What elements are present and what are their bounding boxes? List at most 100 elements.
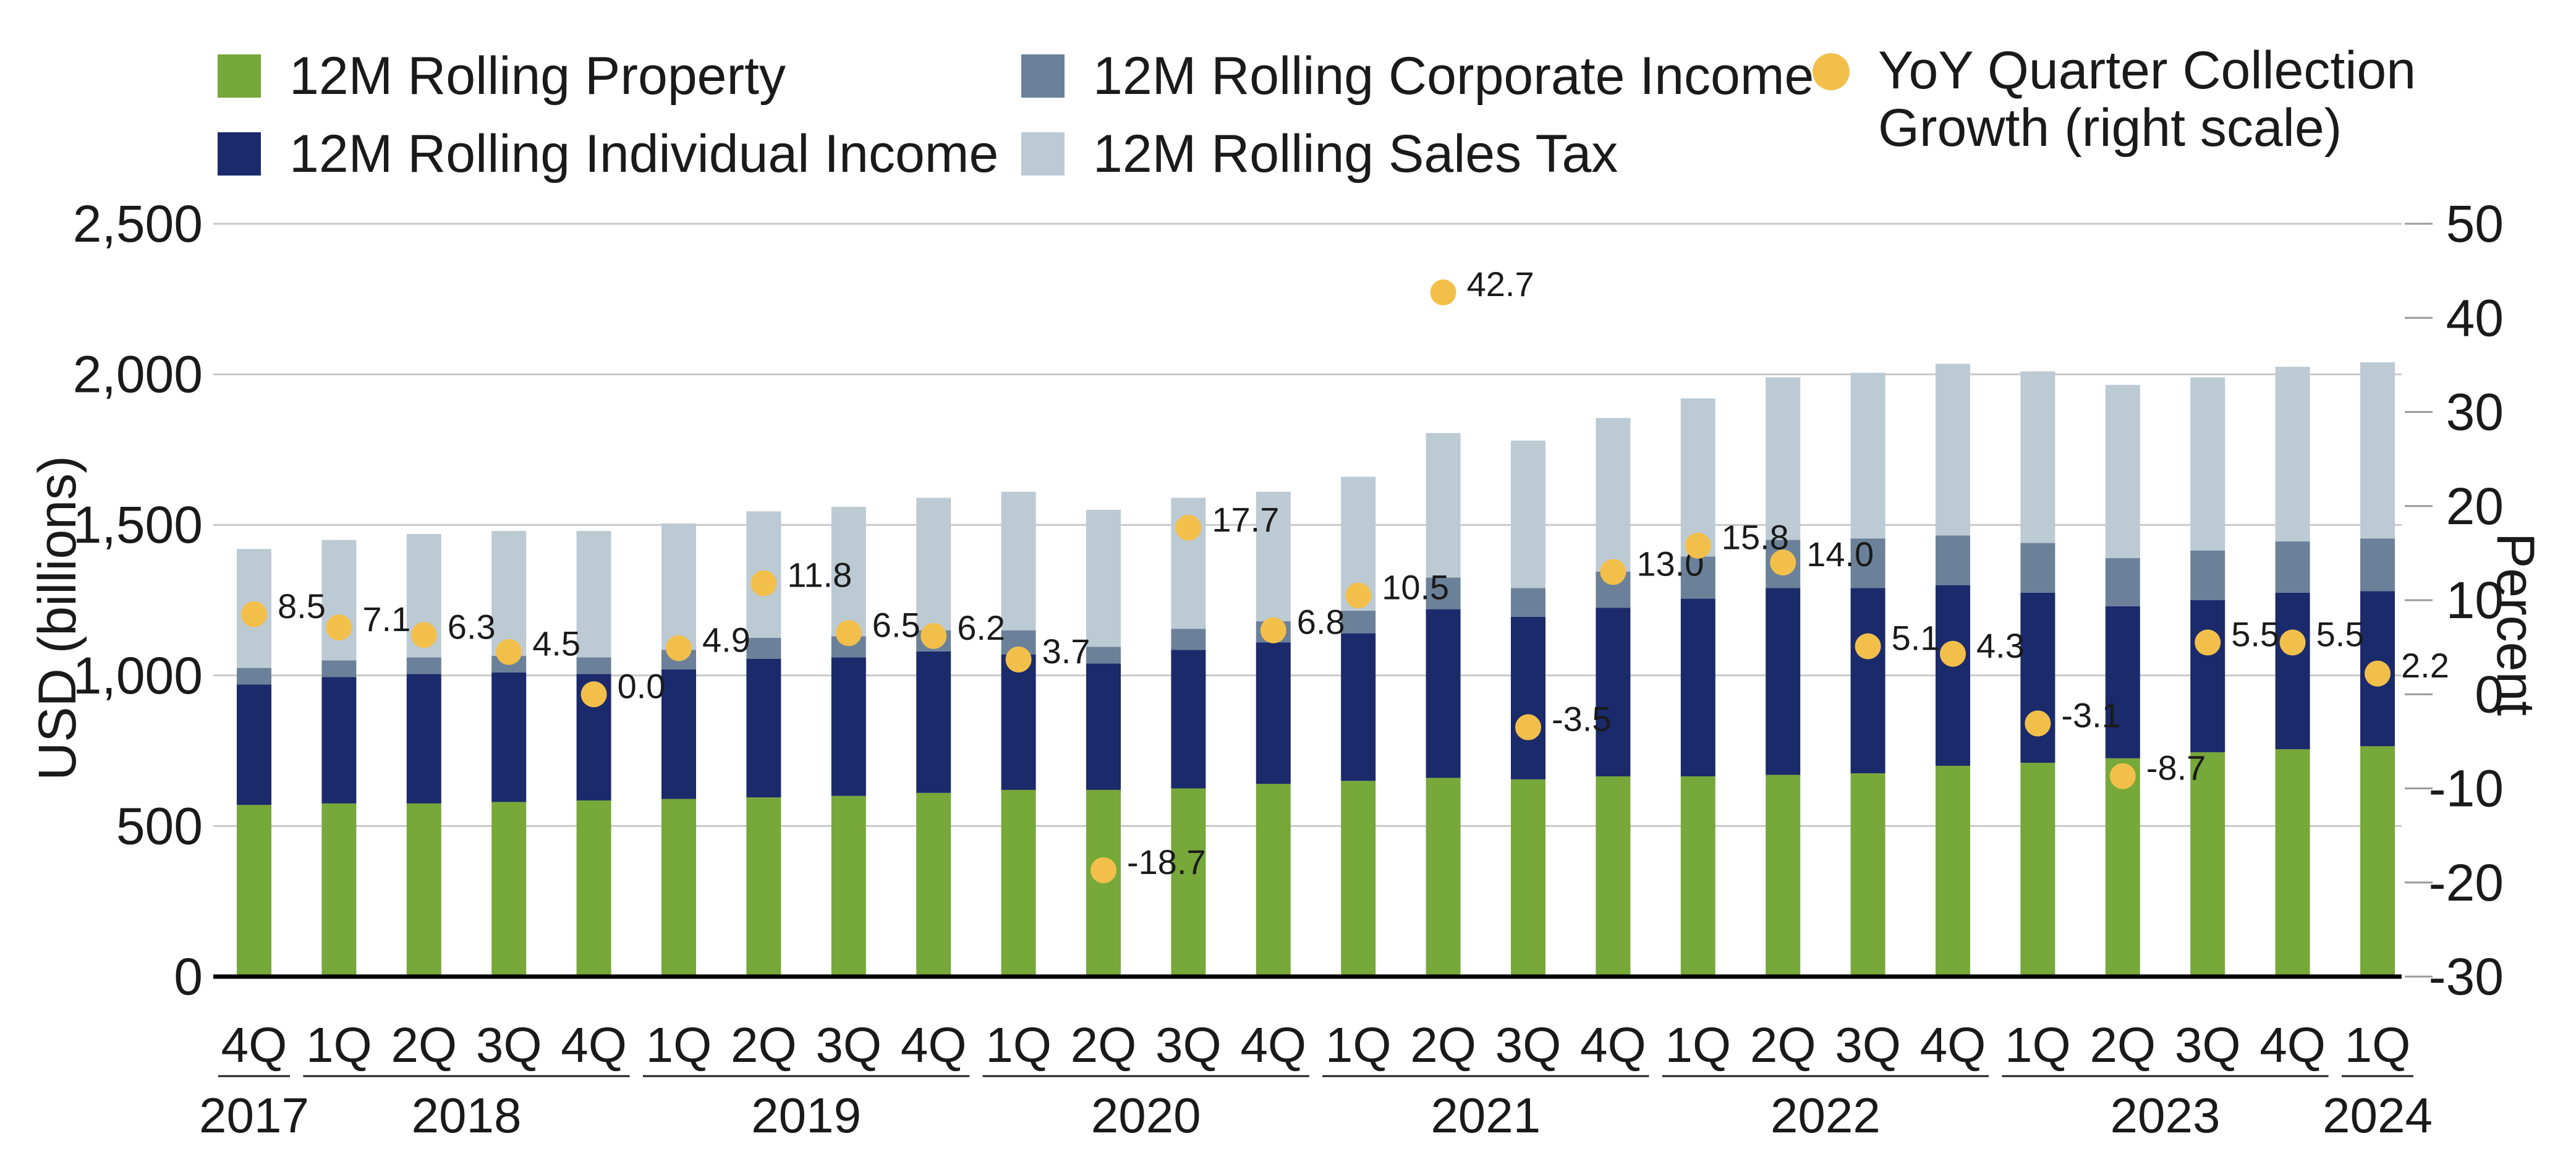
growth-label: 15.8 xyxy=(1722,518,1789,557)
bar-corporate xyxy=(1850,538,1885,588)
bar-property xyxy=(1086,789,1121,977)
bar-sales xyxy=(661,523,696,650)
y-tick-label: 1,500 xyxy=(73,496,203,554)
year-label: 2019 xyxy=(751,1088,861,1143)
bar-property xyxy=(406,803,441,977)
growth-dot xyxy=(1940,640,1966,667)
bar-individual xyxy=(1001,654,1036,790)
bar-corporate xyxy=(406,657,441,674)
bar-sales xyxy=(1511,440,1545,588)
bars xyxy=(237,362,2395,977)
bar-property xyxy=(1426,778,1461,977)
y2-axis-title: Percent xyxy=(2486,533,2545,716)
bar-sales xyxy=(1086,509,1121,647)
growth-label: 14.0 xyxy=(1806,535,1874,574)
bar-sales xyxy=(1256,491,1291,622)
bar-property xyxy=(491,802,527,977)
bar-corporate xyxy=(746,637,781,660)
legend-item-growth: YoY Quarter Collection Growth (right sca… xyxy=(1813,41,2416,158)
x-tick-label: 4Q xyxy=(221,1017,287,1072)
growth-label: 2.2 xyxy=(2401,646,2449,685)
growth-label: 6.5 xyxy=(872,605,920,644)
growth-dot xyxy=(1345,582,1372,609)
bar-individual xyxy=(1341,633,1376,781)
growth-dot xyxy=(2195,629,2221,656)
x-tick-label: 4Q xyxy=(1240,1017,1306,1072)
bar-corporate xyxy=(1426,577,1461,609)
bar-individual xyxy=(1766,588,1801,775)
growth-dot xyxy=(666,635,692,661)
bar-property xyxy=(661,799,696,977)
legend-item-property: 12M Rolling Property xyxy=(218,46,786,106)
growth-label: 17.7 xyxy=(1212,500,1279,539)
bar-property xyxy=(1171,788,1206,977)
bar-individual xyxy=(661,669,696,799)
legend-swatch-corporate xyxy=(1021,54,1065,98)
y2-tick-label: 0 xyxy=(2475,665,2504,723)
bar-sales xyxy=(1426,433,1461,578)
bar-corporate xyxy=(237,668,271,685)
bar-individual xyxy=(237,684,271,805)
growth-dot xyxy=(1430,279,1456,306)
y-tick-label: 2,000 xyxy=(73,346,203,404)
bar-sales xyxy=(2360,362,2395,539)
x-tick-label: 2Q xyxy=(731,1017,797,1072)
bar-corporate xyxy=(1936,535,1970,585)
growth-label: 6.3 xyxy=(448,607,496,646)
growth-dot xyxy=(2109,763,2136,789)
bar-individual xyxy=(1596,608,1631,777)
x-tick-label: 2Q xyxy=(1410,1017,1476,1072)
bar-sales xyxy=(2105,384,2140,558)
bar-property xyxy=(1936,765,1970,977)
bar-property xyxy=(831,795,866,977)
growth-label: 11.8 xyxy=(787,556,852,595)
year-label: 2023 xyxy=(2111,1088,2221,1143)
gridlines xyxy=(213,223,2402,827)
x-tick-label: 1Q xyxy=(1325,1017,1392,1072)
year-label: 2024 xyxy=(2323,1088,2433,1143)
x-tick-label: 2Q xyxy=(1750,1017,1816,1072)
growth-label: 3.7 xyxy=(1042,632,1090,671)
y2-tick-label: 30 xyxy=(2446,383,2504,441)
bar-corporate xyxy=(2190,550,2225,600)
legend-label-growth-line1: YoY Quarter Collection xyxy=(1878,41,2416,100)
x-tick-label: 1Q xyxy=(2345,1017,2411,1072)
x-tick-label: 3Q xyxy=(1155,1017,1222,1072)
bar-sales xyxy=(1680,398,1715,557)
year-label: 2021 xyxy=(1430,1088,1541,1143)
y2-tick-label: -10 xyxy=(2429,760,2504,818)
growth-dot xyxy=(1770,549,1796,576)
growth-label: 0.0 xyxy=(618,666,666,705)
bar-individual xyxy=(1511,616,1545,779)
bar-corporate xyxy=(1171,629,1206,650)
growth-dot xyxy=(2365,660,2391,687)
bar-individual xyxy=(1680,598,1715,777)
growth-dot xyxy=(750,570,777,596)
x-tick-label: 1Q xyxy=(306,1017,372,1072)
legend-item-corporate: 12M Rolling Corporate Income xyxy=(1021,46,1814,106)
legend-label-sales: 12M Rolling Sales Tax xyxy=(1093,124,1618,184)
growth-label: 42.7 xyxy=(1467,265,1534,303)
growth-dot xyxy=(1600,559,1626,585)
bar-property xyxy=(1766,774,1801,977)
legend: 12M Rolling Property 12M Rolling Individ… xyxy=(218,41,2416,184)
legend-swatch-individual xyxy=(218,132,261,176)
y-tick-label: 1,000 xyxy=(73,647,203,705)
y2-tick-label: -20 xyxy=(2429,854,2504,912)
bar-sales xyxy=(2275,367,2310,541)
growth-dot xyxy=(2025,710,2051,737)
bar-corporate xyxy=(1086,647,1121,664)
bar-corporate xyxy=(576,657,611,674)
legend-item-individual: 12M Rolling Individual Income xyxy=(218,124,998,184)
growth-label: 6.2 xyxy=(957,608,1005,647)
bar-property xyxy=(1256,784,1291,977)
growth-dot xyxy=(410,622,437,648)
x-tick-label: 4Q xyxy=(561,1017,627,1072)
bar-individual xyxy=(1171,650,1206,789)
legend-swatch-sales xyxy=(1021,132,1065,176)
bar-property xyxy=(916,792,951,977)
bar-property xyxy=(2275,749,2310,977)
growth-dot xyxy=(241,601,267,627)
